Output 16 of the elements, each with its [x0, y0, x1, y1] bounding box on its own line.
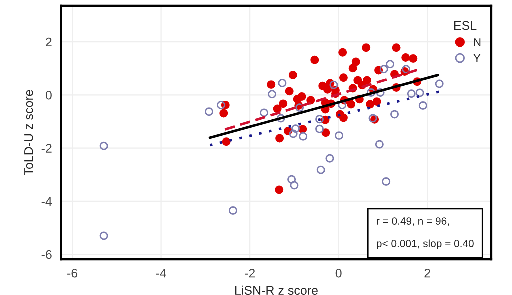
y-axis-title: ToLD-U z score: [24, 90, 34, 176]
x-axis-title: LiSN-R z score: [235, 286, 318, 295]
y-tick-label: -2: [42, 144, 52, 153]
x-tick-label: -2: [245, 268, 255, 278]
legend-label: N: [474, 38, 481, 46]
x-tick-label: 0: [336, 268, 342, 278]
y-tick-label: 2: [46, 38, 52, 47]
x-tick-label: -4: [156, 269, 166, 278]
legend-title: ESL: [454, 21, 477, 30]
y-tick-label: 0: [46, 90, 52, 100]
text: r = 0.49, n = 96, p< 0.001, slop = 0.40: [377, 218, 474, 250]
x-tick-label: 2: [424, 268, 430, 278]
x-tick-label: -6: [68, 268, 78, 278]
y-tick-label: -4: [42, 197, 52, 206]
legend-label: Y: [474, 54, 481, 62]
y-tick-label: -6: [42, 250, 52, 260]
